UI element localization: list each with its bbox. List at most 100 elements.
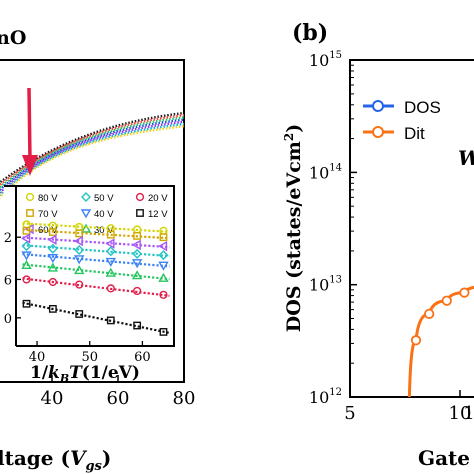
inset-xtick-label: 50 [81, 350, 98, 365]
inset-ytick-label: 6 [4, 273, 12, 288]
panel-a-xtick-label: 80 [173, 388, 196, 409]
inset-legend-label: 50 V [94, 193, 114, 204]
panel-b-ytick-label: 1012 [309, 387, 342, 407]
inset-point [158, 261, 169, 271]
inset-point [105, 257, 117, 267]
inset-point [22, 299, 31, 308]
inset-point [21, 259, 32, 270]
inset-point [105, 267, 117, 277]
inset-point [21, 241, 32, 252]
annotation-arrow [22, 87, 38, 176]
panel-b-xlabel: Gate [418, 446, 470, 470]
inset-xtick-label: 40 [29, 350, 46, 365]
inset-ytick-label: 0 [4, 312, 12, 327]
panel-a-x-axis: 20406080 [41, 375, 196, 409]
inset-point [22, 275, 31, 284]
panel-b-point [424, 308, 435, 319]
panel-b-label: (b) [292, 20, 328, 46]
inset-point [106, 230, 115, 239]
inset-fit-line [22, 244, 170, 258]
panel-b-point [441, 295, 452, 306]
panel-a-curve [0, 111, 185, 184]
inset-xtick-label: 60 [134, 350, 151, 365]
inset-point [158, 240, 168, 252]
legend-dit-label: Dit [404, 124, 425, 143]
panel-b-xtick-label: 5 [344, 403, 355, 424]
panel-a-xlabel: ltage (Vgs) [0, 446, 111, 474]
inset-legend-marker [135, 192, 145, 202]
inset: 80 V50 V20 V70 V40 V12 V60 V30 V 260 405… [4, 185, 175, 385]
xlabel-close: ) [102, 446, 111, 470]
ylabel-sup: 2 [282, 133, 296, 141]
panel-a: nO 20406080 ltage (Vgs) 80 V50 V20 V70 V… [0, 27, 195, 474]
panel-b-point [410, 335, 422, 346]
panel-a-xtick-label: 40 [41, 388, 64, 409]
inset-fit-line [22, 253, 170, 268]
inset-point [22, 226, 31, 235]
legend-dos-marker [372, 100, 384, 112]
inset-fit-line [22, 263, 170, 281]
inset-legend-marker [81, 192, 91, 202]
arrow-shaft [27, 87, 32, 161]
panel-b-ytick-label: 1013 [309, 275, 342, 295]
panel-a-curve [0, 116, 185, 189]
inset-point [105, 238, 115, 249]
inset-point [75, 229, 84, 238]
inset-point [106, 284, 115, 293]
inset-point [159, 233, 168, 242]
inset-xlabel-unit: (1/eV) [82, 363, 140, 383]
panel-b-point [459, 287, 470, 298]
inset-point [158, 272, 169, 282]
inset-fit-line [22, 222, 170, 233]
inset-point [74, 245, 85, 255]
panel-a-curve [0, 122, 185, 197]
inset-point [133, 286, 142, 296]
inset-point [131, 259, 143, 269]
inset-point [47, 253, 59, 264]
inset-legend-label: 70 V [38, 209, 58, 220]
inset-legend-marker [25, 192, 35, 202]
inset-point [47, 234, 57, 245]
inset-fit-line [22, 228, 170, 240]
inset-point [47, 243, 58, 254]
inset-point [105, 246, 116, 257]
inset-legend-marker [80, 209, 92, 219]
inset-point [133, 232, 142, 240]
inset-point [133, 321, 142, 330]
inset-point [73, 255, 85, 265]
inset-point [21, 251, 32, 261]
panel-b-ytick-label: 1015 [309, 50, 342, 70]
inset-point [132, 248, 143, 259]
inset-legend-label: 80 V [38, 193, 58, 204]
panel-b-series [407, 285, 474, 398]
panel-b-xtick-label: 1 [463, 403, 474, 424]
inset-fit-line [22, 277, 170, 297]
arrow-head [22, 155, 38, 176]
inset-x-axis: 40 50 60 [29, 341, 151, 365]
legend-dit-marker [372, 126, 384, 138]
inset-point [131, 239, 141, 251]
inset-point [75, 280, 84, 289]
panel-a-title: nO [0, 27, 26, 49]
inset-point [48, 277, 57, 287]
inset-fit-line [22, 236, 170, 249]
inset-xlabel-k: k [48, 363, 60, 383]
xlabel-var: V [70, 446, 88, 470]
panel-a-xtick-label: 60 [107, 388, 130, 409]
inset-point [159, 328, 168, 336]
inset-legend-label: 20 V [148, 193, 168, 204]
panel-b: (b) DOS (states/eVcm2) 1012 1013 1014 1015 … [282, 20, 474, 470]
panel-b-ylabel: DOS (states/eVcm2) [282, 124, 305, 333]
inset-legend-marker [26, 209, 34, 217]
legend-dos-label: DOS [404, 98, 441, 117]
panel-b-ytick-label: 1014 [309, 162, 342, 182]
inset-legend-label: 12 V [148, 209, 168, 220]
xlabel-main: ltage ( [0, 446, 70, 470]
panel-b-legend: DOS Dit [363, 98, 441, 143]
inset-point [73, 235, 83, 247]
ylabel-close: ) [283, 124, 305, 133]
inset-ytick-label: 2 [4, 231, 12, 246]
inset-point [75, 310, 84, 318]
panel-b-y-axis: 1012 1013 1014 1015 [309, 50, 357, 407]
